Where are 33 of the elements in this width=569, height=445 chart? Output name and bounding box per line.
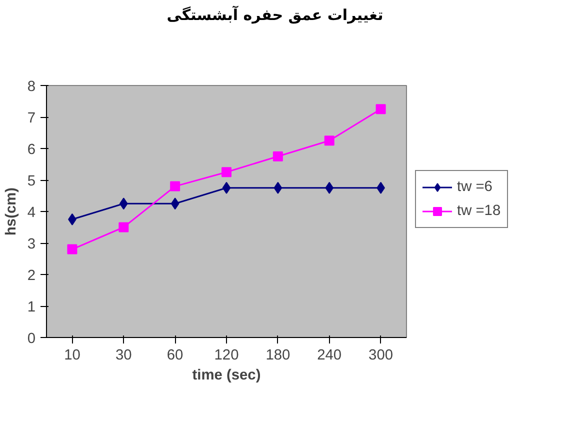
x-tick-label: 60 <box>166 348 184 364</box>
x-tick-label: 120 <box>214 348 239 364</box>
point <box>170 181 180 192</box>
point <box>272 151 283 162</box>
y-tick-label: 6 <box>27 142 36 158</box>
y-tick-label: 1 <box>27 300 36 316</box>
point <box>67 244 78 254</box>
y-tick-label: 2 <box>27 268 36 284</box>
x-tick-label: 240 <box>317 348 342 364</box>
y-tick-label: 5 <box>27 174 36 190</box>
point <box>222 167 232 178</box>
y-axis-title: hs(cm) <box>3 187 20 236</box>
point <box>119 198 128 210</box>
x-tick-label: 300 <box>368 348 394 364</box>
point <box>325 182 334 194</box>
y-tick-label: 8 <box>27 79 36 95</box>
y-tick-label: 4 <box>27 205 36 221</box>
y-tick-label: 7 <box>27 110 36 126</box>
chart-title: تغییرات عمق حفره آبشستگی <box>166 5 384 26</box>
legend-label: tw =18 <box>457 203 501 219</box>
x-tick-label: 10 <box>64 348 80 364</box>
x-axis-title: time (sec) <box>192 368 261 384</box>
point <box>118 222 129 232</box>
legend-label: tw =6 <box>457 179 494 195</box>
point <box>170 198 180 210</box>
x-tick-label: 30 <box>115 348 132 364</box>
point <box>376 104 386 114</box>
point <box>274 182 282 194</box>
point <box>222 182 231 194</box>
y-tick-label: 0 <box>27 331 36 347</box>
x-tick-label: 180 <box>266 348 290 364</box>
y-tick-label: 3 <box>27 236 36 252</box>
point <box>324 136 334 146</box>
